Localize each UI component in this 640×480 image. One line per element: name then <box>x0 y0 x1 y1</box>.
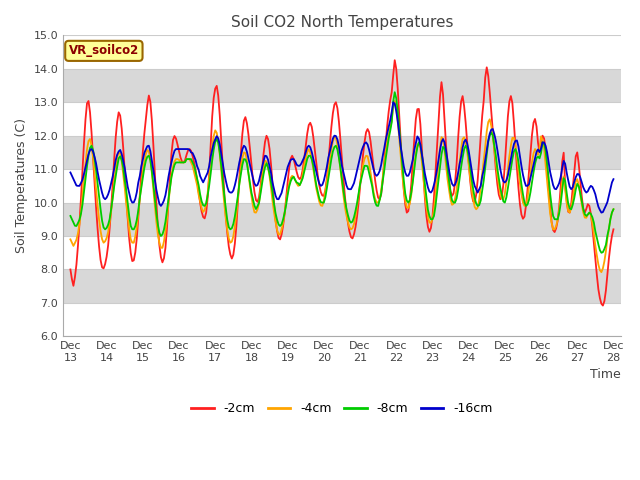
Y-axis label: Soil Temperatures (C): Soil Temperatures (C) <box>15 119 28 253</box>
X-axis label: Time: Time <box>590 368 621 382</box>
Bar <box>63 169 621 203</box>
Bar <box>63 102 621 136</box>
Bar <box>63 236 621 269</box>
Legend: -2cm, -4cm, -8cm, -16cm: -2cm, -4cm, -8cm, -16cm <box>186 397 498 420</box>
Bar <box>63 69 621 102</box>
Text: VR_soilco2: VR_soilco2 <box>68 44 139 58</box>
Bar <box>63 203 621 236</box>
Bar <box>63 303 621 336</box>
Title: Soil CO2 North Temperatures: Soil CO2 North Temperatures <box>230 15 453 30</box>
Bar <box>63 269 621 303</box>
Bar <box>63 136 621 169</box>
Bar <box>63 36 621 69</box>
